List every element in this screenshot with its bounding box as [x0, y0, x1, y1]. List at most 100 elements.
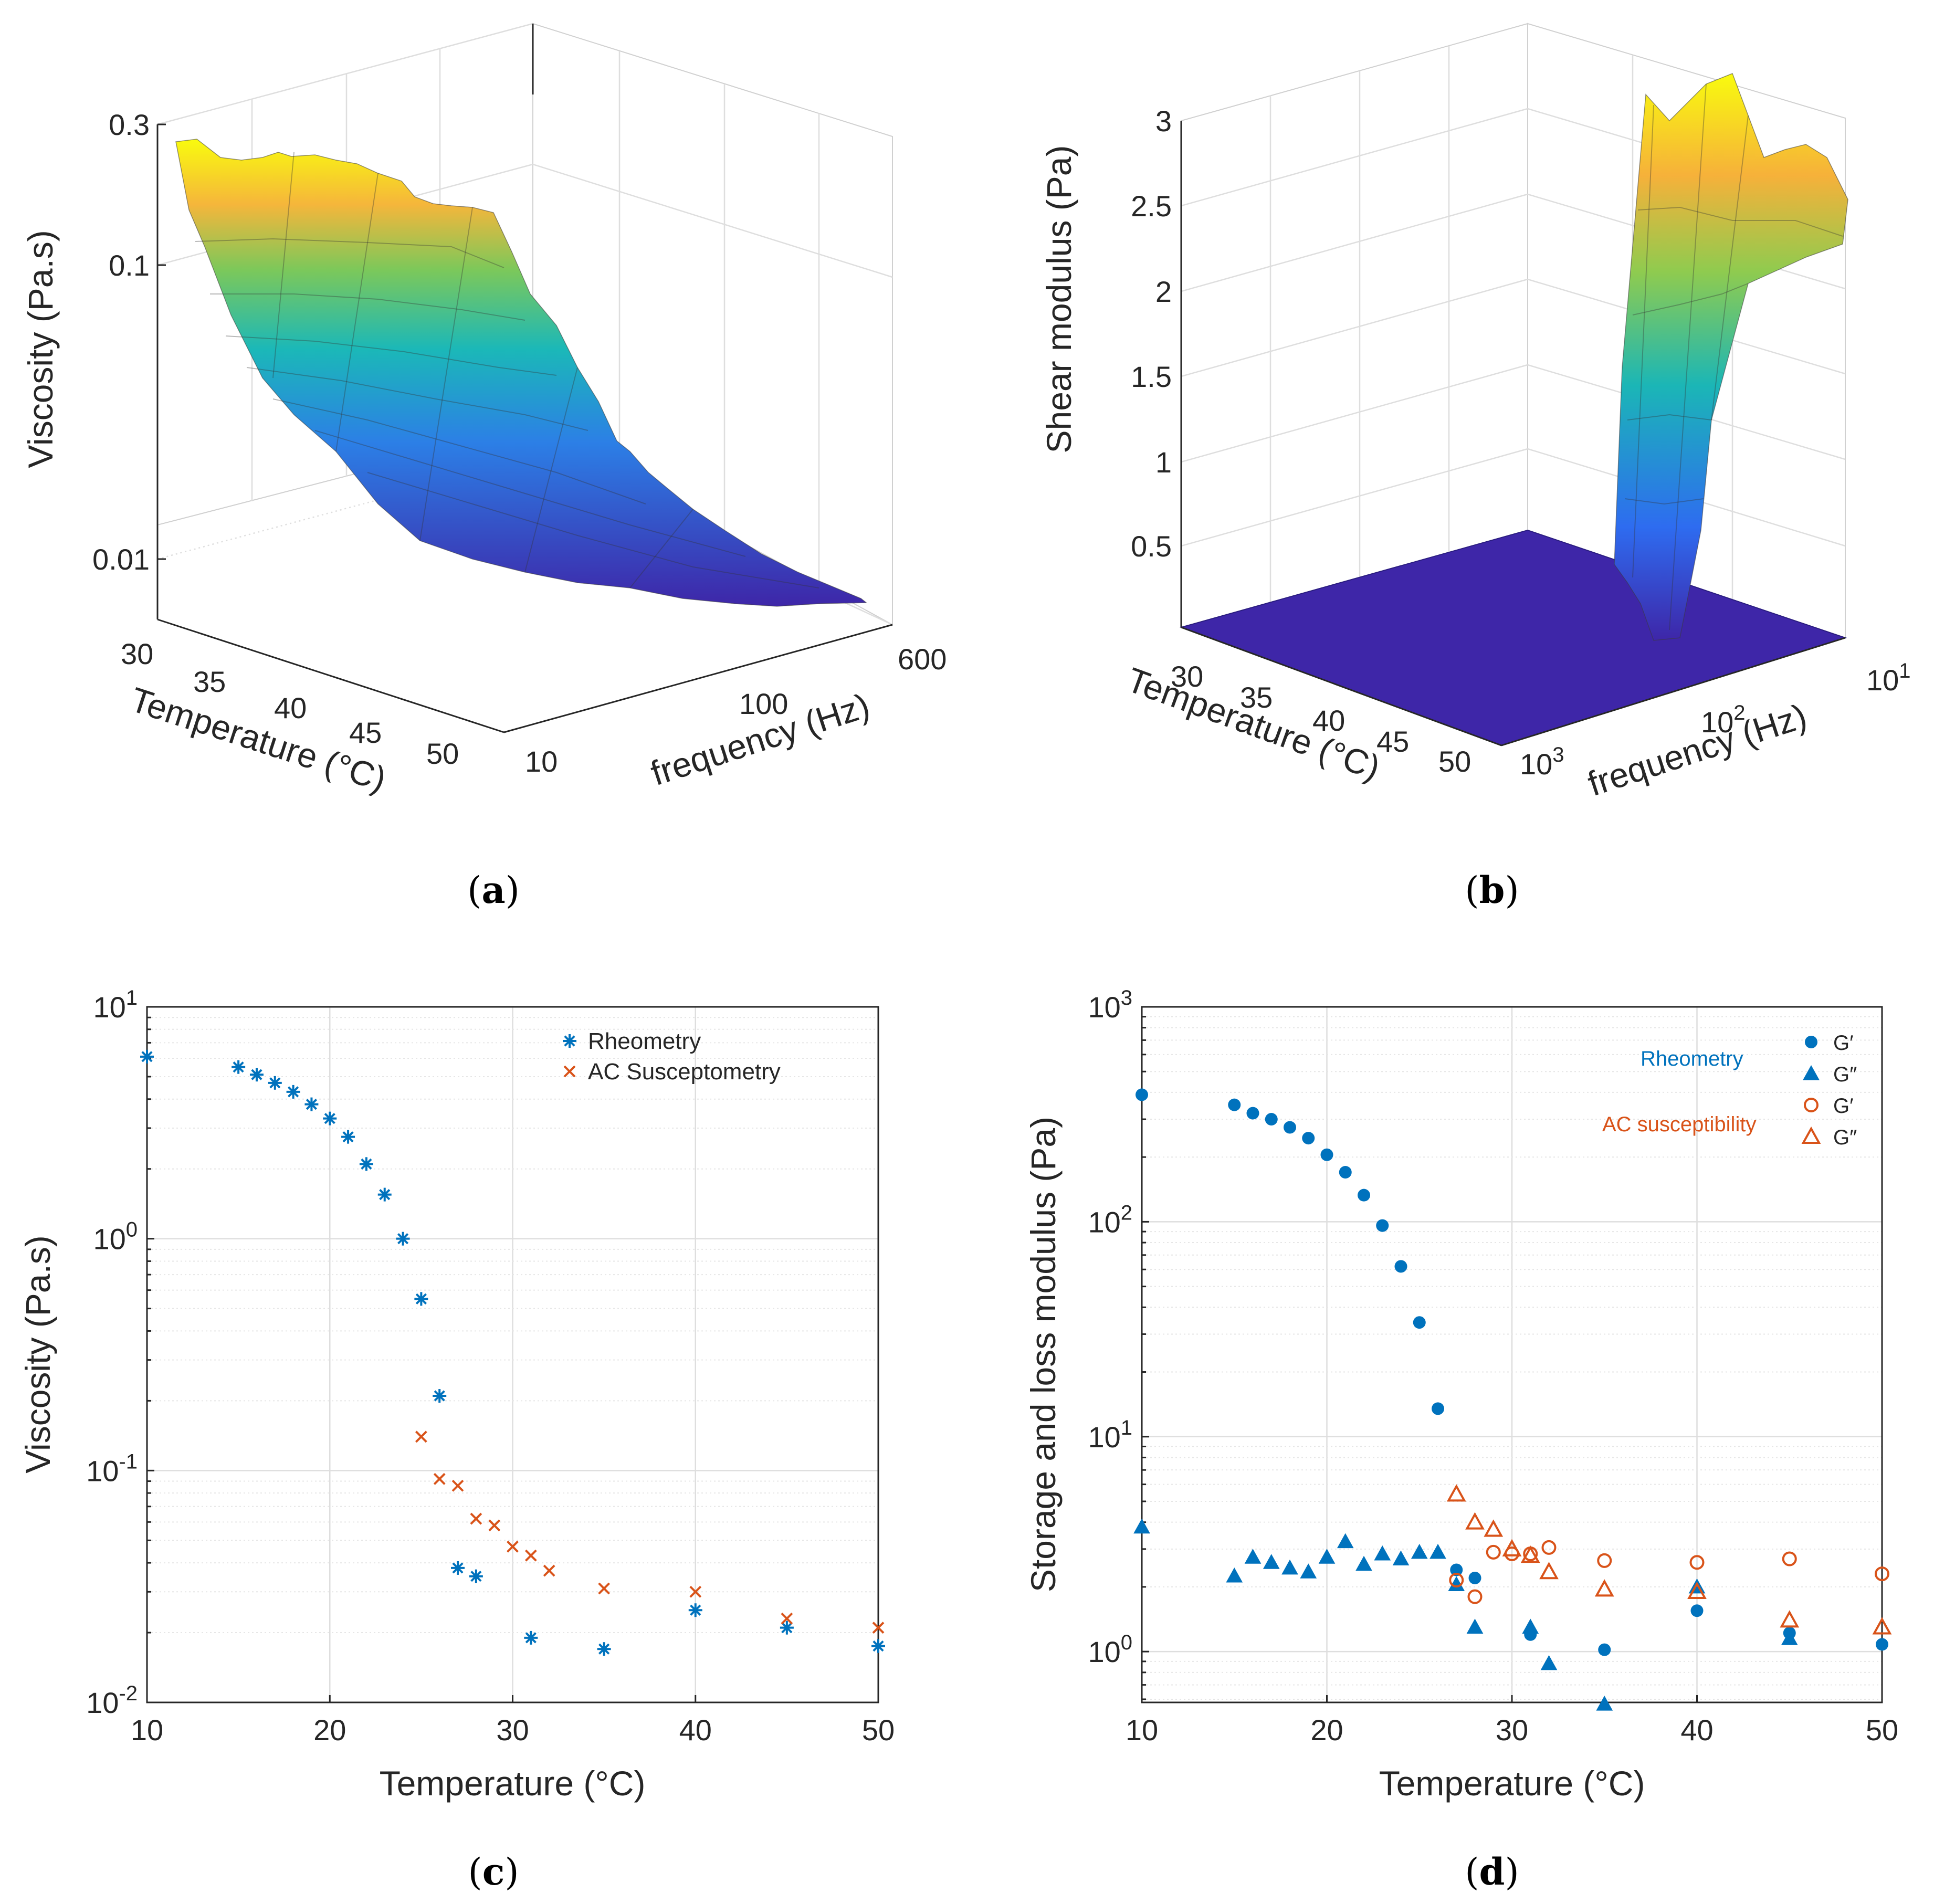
- data-point: [451, 1479, 464, 1492]
- data-point: [543, 1564, 555, 1577]
- data-point: [1502, 1539, 1522, 1556]
- panel-d: 10 20 30 40 50 103 102 101 100 Temperatu…: [1024, 986, 1898, 1894]
- data-point: [1780, 1610, 1800, 1628]
- panel-b-xtick: 50: [1438, 745, 1471, 778]
- data-point: [1486, 1544, 1501, 1560]
- panel-b-ztick: 1: [1155, 446, 1172, 479]
- panel-b-mesh: [1624, 83, 1843, 630]
- panel-d-marks: [1133, 1088, 1892, 1711]
- panel-a-xtick: 45: [349, 716, 382, 749]
- data-point: [1376, 1219, 1389, 1232]
- data-point: [871, 1639, 885, 1653]
- panel-b-zlabel: Shear modulus (Pa): [1039, 145, 1078, 454]
- panel-a-ticks: [157, 123, 166, 560]
- legend-rheo-gprime-marker: [1805, 1036, 1817, 1048]
- caption-c: (c): [468, 1850, 519, 1894]
- data-point: [1136, 1088, 1148, 1101]
- legend-rheometry-marker: [563, 1034, 576, 1048]
- data-point: [1394, 1260, 1407, 1273]
- data-point: [1520, 1545, 1540, 1563]
- data-point: [1300, 1563, 1317, 1579]
- panel-d-ylabel: Storage and loss modulus (Pa): [1024, 1117, 1063, 1592]
- data-point: [1597, 1553, 1612, 1568]
- panel-b-bottom-edge: [1181, 626, 1502, 746]
- data-point: [1690, 1604, 1704, 1617]
- data-point: [304, 1097, 319, 1111]
- panel-b-ztick: 0.5: [1131, 530, 1172, 563]
- data-point: [396, 1232, 410, 1246]
- data-point: [524, 1549, 537, 1562]
- data-point: [1446, 1484, 1466, 1502]
- panel-b-ytick: 102: [1701, 701, 1746, 739]
- data-point: [433, 1389, 447, 1403]
- panel-a-ytick: 600: [898, 643, 947, 676]
- panel-d-xtick: 10: [1126, 1713, 1158, 1747]
- data-point: [232, 1060, 246, 1074]
- data-point: [780, 1621, 794, 1635]
- data-point: [1781, 1630, 1798, 1645]
- panel-c-legend: Rheometry AC Susceptometry: [563, 1028, 781, 1085]
- data-point: [1432, 1402, 1444, 1415]
- legend-ac-label: AC Susceptometry: [588, 1059, 781, 1085]
- panel-d-xtick: 20: [1310, 1713, 1343, 1747]
- data-point: [1263, 1554, 1280, 1569]
- panel-a-mesh: [195, 152, 819, 588]
- panel-c-xlabel: Temperature (°C): [380, 1764, 646, 1803]
- data-point: [1467, 1589, 1483, 1604]
- legend-ac-gdprime-label: G″: [1833, 1126, 1857, 1149]
- panel-b-xtick: 35: [1240, 681, 1273, 714]
- data-point: [597, 1642, 611, 1656]
- data-point: [1539, 1562, 1559, 1580]
- legend-rheo-gprime-label: G′: [1833, 1032, 1854, 1055]
- legend-rheo-gdprime-marker: [1803, 1065, 1820, 1080]
- data-point: [323, 1111, 337, 1125]
- data-point: [470, 1512, 482, 1525]
- data-point: [1358, 1188, 1370, 1202]
- panel-c-ytick: 101: [93, 986, 138, 1024]
- data-point: [1687, 1581, 1707, 1600]
- data-point: [1466, 1618, 1484, 1634]
- legend-marker: [1804, 1098, 1819, 1112]
- data-point: [781, 1612, 793, 1625]
- d-series-0: [1136, 1088, 1888, 1656]
- data-point: [1522, 1618, 1539, 1634]
- panel-b-right-edge: [1501, 637, 1846, 746]
- data-point: [1541, 1540, 1557, 1555]
- panel-c-ylabel: Viscosity (Pa.s): [18, 1235, 57, 1474]
- data-point: [377, 1187, 392, 1202]
- data-point: [1596, 1696, 1613, 1711]
- data-point: [1337, 1533, 1354, 1549]
- data-point: [1355, 1555, 1372, 1571]
- panel-b: 3 2.5 2 1.5 1 0.5 30 35 40 45 50 103 102…: [1039, 23, 1911, 912]
- legend-rheo-gdprime-label: G″: [1833, 1063, 1857, 1086]
- panel-b-ylabel: frequency (Hz): [1583, 696, 1811, 803]
- panel-a-zlabel: Viscosity (Pa.s): [21, 230, 60, 468]
- panel-c-xtick: 30: [496, 1713, 529, 1747]
- panel-c-ytick: 10-2: [86, 1682, 138, 1719]
- panel-a-xtick: 40: [274, 691, 307, 724]
- panel-a-ztick: 0.1: [109, 249, 150, 282]
- data-point: [249, 1068, 264, 1082]
- data-point: [1374, 1545, 1391, 1561]
- caption-a: (a): [467, 868, 520, 912]
- data-point: [1450, 1563, 1463, 1576]
- panel-d-xtick: 40: [1680, 1713, 1713, 1747]
- panel-a-ytick: 100: [739, 687, 788, 720]
- panel-c-ticks: [146, 1006, 879, 1703]
- data-point: [507, 1540, 519, 1553]
- data-point: [1430, 1543, 1446, 1559]
- data-point: [1413, 1316, 1426, 1329]
- data-point: [1339, 1166, 1352, 1179]
- data-point: [1284, 1121, 1296, 1134]
- data-point: [1594, 1579, 1614, 1597]
- panel-b-ytick: 101: [1866, 659, 1911, 697]
- data-point: [451, 1561, 465, 1575]
- data-point: [872, 1622, 885, 1634]
- legend-ac-gdprime-marker: [1801, 1126, 1821, 1144]
- data-point: [341, 1130, 355, 1144]
- data-point: [1484, 1519, 1504, 1537]
- data-point: [415, 1430, 427, 1443]
- caption-d: (d): [1465, 1850, 1519, 1894]
- data-point: [469, 1569, 483, 1583]
